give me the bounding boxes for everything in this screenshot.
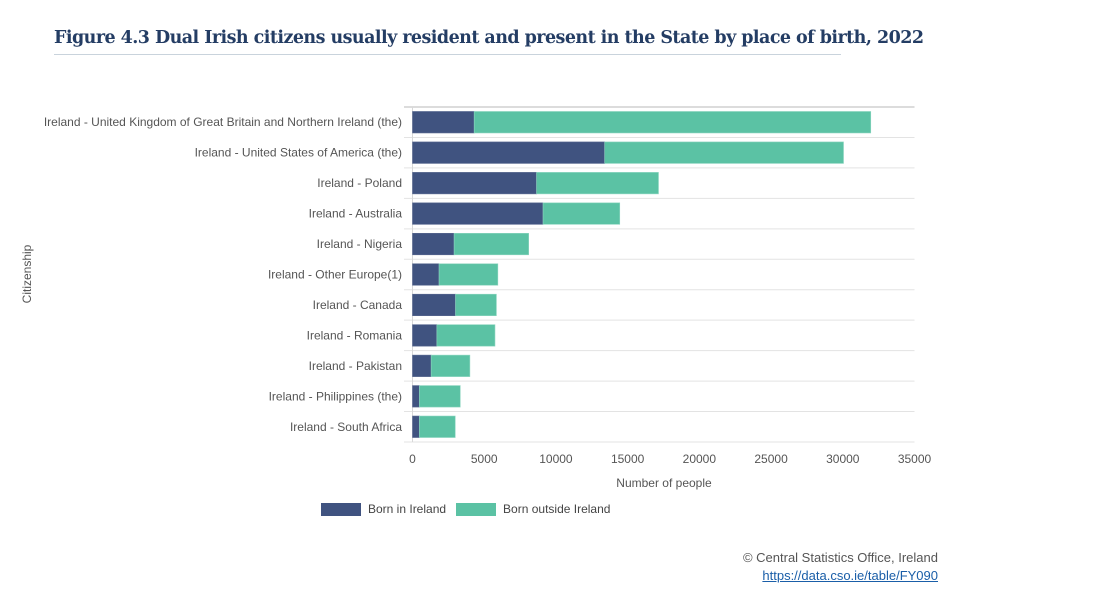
category-label: Ireland - United Kingdom of Great Britai… <box>44 115 402 129</box>
x-tick-label: 5000 <box>471 452 498 466</box>
x-tick-label: 35000 <box>898 452 932 466</box>
category-label: Ireland - Poland <box>317 176 402 190</box>
legend-label: Born outside Ireland <box>503 502 611 516</box>
x-tick-label: 20000 <box>683 452 717 466</box>
bar-born-in-ireland[interactable] <box>412 324 438 347</box>
bar-born-outside-ireland[interactable] <box>604 141 844 164</box>
bar-born-outside-ireland[interactable] <box>542 202 621 225</box>
bar-born-outside-ireland[interactable] <box>473 111 872 134</box>
x-tick-label: 30000 <box>826 452 860 466</box>
x-tick-label: 25000 <box>754 452 788 466</box>
bar-born-outside-ireland[interactable] <box>455 293 497 317</box>
bar-born-outside-ireland[interactable] <box>536 172 659 195</box>
bar-born-in-ireland[interactable] <box>412 232 455 256</box>
x-tick-label: 10000 <box>539 452 573 466</box>
bar-born-in-ireland[interactable] <box>412 385 420 408</box>
legend: Born in Ireland Born outside Ireland <box>321 502 620 516</box>
y-axis-title: Citizenship <box>20 244 34 303</box>
bar-born-outside-ireland[interactable] <box>430 354 471 377</box>
legend-swatch-born-outside-ireland <box>456 502 497 516</box>
category-label: Ireland - United States of America (the) <box>195 146 402 160</box>
category-label: Ireland - Australia <box>309 207 403 221</box>
bar-born-in-ireland[interactable] <box>412 172 537 195</box>
bar-born-outside-ireland[interactable] <box>419 385 461 408</box>
x-tick-label: 15000 <box>611 452 645 466</box>
category-label: Ireland - South Africa <box>290 420 402 434</box>
category-label: Ireland - Philippines (the) <box>269 389 402 403</box>
x-axis-title: Number of people <box>616 476 712 490</box>
bar-born-in-ireland[interactable] <box>412 415 420 438</box>
bar-born-in-ireland[interactable] <box>412 111 475 134</box>
category-label: Ireland - Other Europe(1) <box>268 268 402 282</box>
bar-born-in-ireland[interactable] <box>412 141 605 164</box>
legend-label: Born in Ireland <box>368 502 447 516</box>
bar-born-outside-ireland[interactable] <box>438 263 499 286</box>
category-label: Ireland - Romania <box>307 328 403 342</box>
category-label: Ireland - Pakistan <box>309 359 402 373</box>
source-link[interactable]: https://data.cso.ie/table/FY090 <box>762 568 938 583</box>
bar-born-in-ireland[interactable] <box>412 293 456 317</box>
bar-born-outside-ireland[interactable] <box>453 232 529 256</box>
bar-born-outside-ireland[interactable] <box>436 324 496 347</box>
legend-swatch-born-in-ireland <box>321 502 361 516</box>
bars <box>412 111 872 438</box>
credit: © Central Statistics Office, Ireland htt… <box>743 549 938 585</box>
chart-title: Figure 4.3 Dual Irish citizens usually r… <box>54 28 924 55</box>
copyright-text: © Central Statistics Office, Ireland <box>742 550 938 565</box>
bar-born-in-ireland[interactable] <box>412 263 440 286</box>
bar-born-outside-ireland[interactable] <box>419 415 456 438</box>
legend-item-born-in-ireland[interactable]: Born in Ireland <box>321 502 446 516</box>
bar-born-in-ireland[interactable] <box>412 202 544 225</box>
x-tick-labels: 0 5000 10000 15000 20000 25000 30000 35000 <box>409 452 931 466</box>
legend-item-born-outside-ireland[interactable]: Born outside Ireland <box>456 502 610 516</box>
category-label: Ireland - Nigeria <box>317 237 403 251</box>
bar-born-in-ireland[interactable] <box>412 354 432 377</box>
gridlines <box>404 106 915 443</box>
category-labels: Ireland - United Kingdom of Great Britai… <box>44 115 403 434</box>
x-tick-label: 0 <box>409 452 416 466</box>
category-label: Ireland - Canada <box>313 298 403 312</box>
